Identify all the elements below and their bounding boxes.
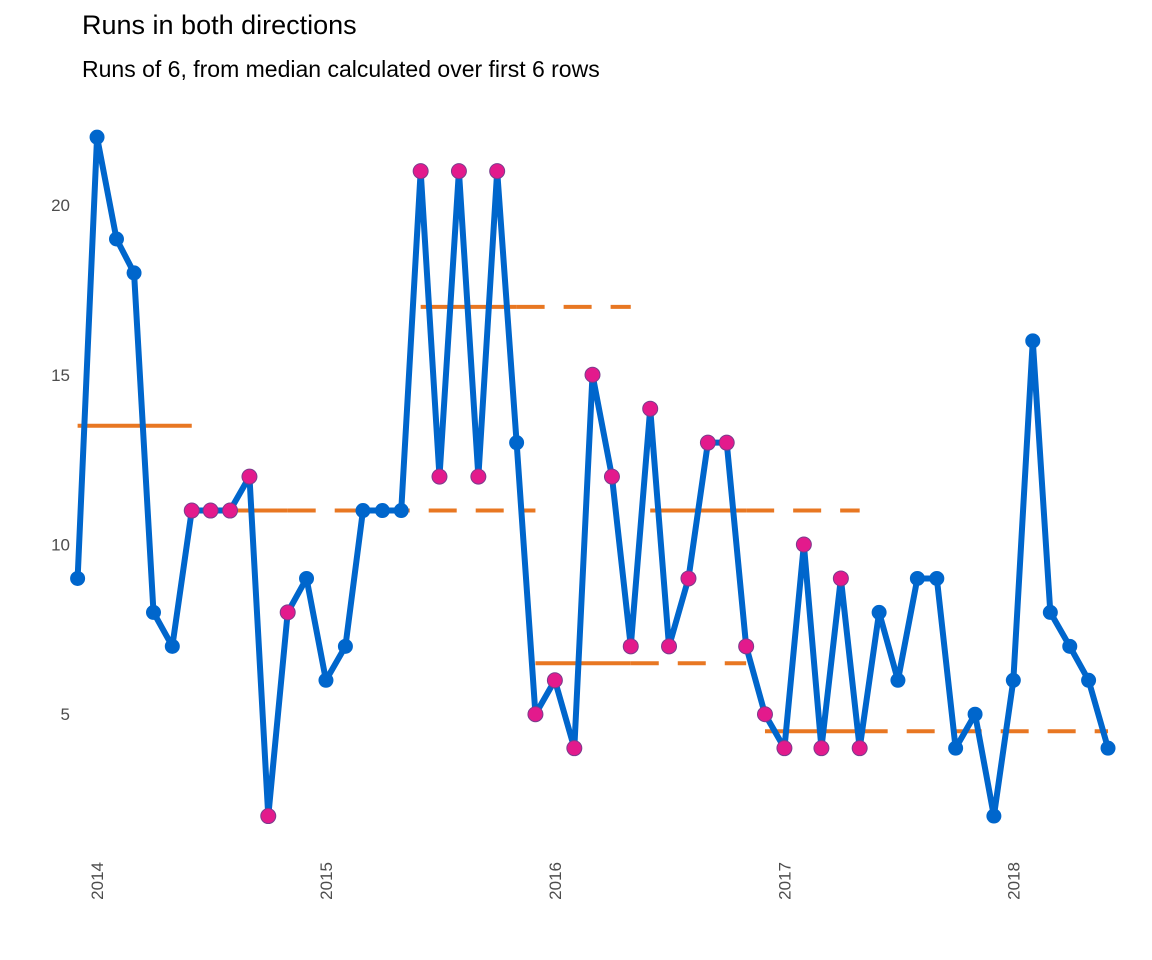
data-point-highlighted: [489, 163, 506, 180]
data-point-highlighted: [412, 163, 429, 180]
series-points: [70, 129, 1116, 825]
data-point: [1081, 672, 1097, 688]
data-point-highlighted: [431, 468, 448, 485]
data-point-highlighted: [813, 740, 830, 757]
data-point: [126, 265, 142, 281]
data-point-highlighted: [279, 604, 296, 621]
x-tick-label: 2015: [317, 862, 336, 900]
data-point-highlighted: [183, 502, 200, 519]
data-point: [318, 672, 334, 688]
data-point: [1042, 604, 1058, 620]
data-point: [393, 503, 409, 519]
data-point: [948, 740, 964, 756]
data-point: [145, 604, 161, 620]
data-point: [337, 638, 353, 654]
data-point-highlighted: [642, 400, 659, 417]
data-point: [299, 570, 315, 586]
data-point: [89, 129, 105, 145]
data-point: [374, 503, 390, 519]
data-point-highlighted: [832, 570, 849, 587]
data-point: [108, 231, 124, 247]
data-point: [929, 570, 945, 586]
data-point: [986, 808, 1002, 824]
data-point-highlighted: [603, 468, 620, 485]
series-line: [74, 134, 1112, 820]
y-axis: 5 10 15 20: [51, 196, 70, 724]
chart-title: Runs in both directions: [82, 10, 357, 40]
data-point-highlighted: [680, 570, 697, 587]
data-point-highlighted: [222, 502, 239, 519]
x-tick-label: 2017: [775, 862, 794, 900]
data-point-highlighted: [527, 706, 544, 723]
data-point: [909, 570, 925, 586]
x-tick-label: 2014: [88, 862, 107, 900]
data-point: [967, 706, 983, 722]
data-point: [871, 604, 887, 620]
y-tick-label: 5: [61, 705, 70, 724]
data-point-highlighted: [260, 808, 277, 825]
x-axis: 2014 2015 2016 2017 2018: [88, 862, 1023, 900]
data-point-highlighted: [622, 638, 639, 655]
data-point-highlighted: [795, 536, 812, 553]
data-point-highlighted: [584, 366, 601, 383]
data-point: [355, 503, 371, 519]
data-point-highlighted: [699, 434, 716, 451]
data-point: [1025, 333, 1041, 349]
series-polyline: [74, 134, 1112, 820]
data-point-highlighted: [202, 502, 219, 519]
data-point-highlighted: [776, 740, 793, 757]
data-point-highlighted: [738, 638, 755, 655]
x-tick-label: 2018: [1004, 862, 1023, 900]
data-point: [1100, 740, 1116, 756]
data-point-highlighted: [470, 468, 487, 485]
y-tick-label: 10: [51, 535, 70, 554]
data-point-highlighted: [718, 434, 735, 451]
data-point: [70, 570, 86, 586]
data-point: [164, 638, 180, 654]
data-point-highlighted: [661, 638, 678, 655]
data-point-highlighted: [851, 740, 868, 757]
data-point-highlighted: [756, 706, 773, 723]
data-point-highlighted: [546, 672, 563, 689]
x-tick-label: 2016: [546, 862, 565, 900]
data-point-highlighted: [241, 468, 258, 485]
data-point-highlighted: [566, 740, 583, 757]
y-tick-label: 15: [51, 366, 70, 385]
data-point: [509, 435, 525, 451]
data-point-highlighted: [450, 163, 467, 180]
y-tick-label: 20: [51, 196, 70, 215]
data-point: [890, 672, 906, 688]
data-point: [1005, 672, 1021, 688]
chart-subtitle: Runs of 6, from median calculated over f…: [82, 56, 600, 82]
data-point: [1062, 638, 1078, 654]
